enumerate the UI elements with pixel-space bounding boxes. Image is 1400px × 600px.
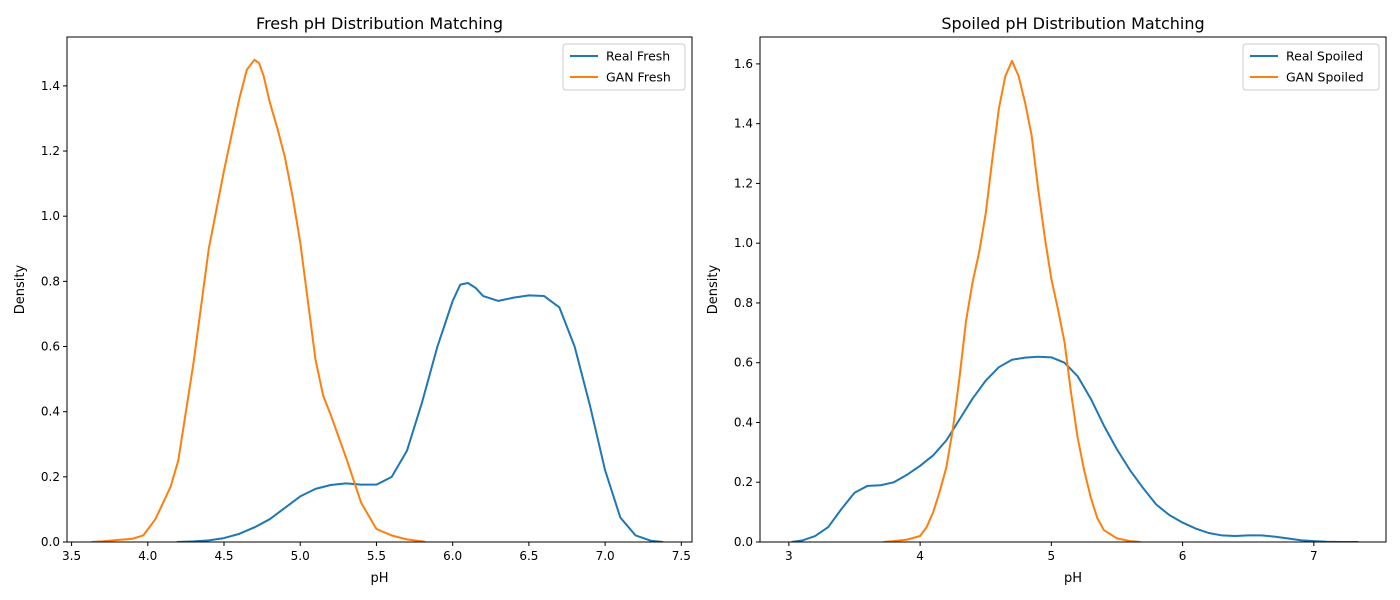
chart-1-y-tick-label-1: 0.0 (41, 535, 60, 549)
chart-1-x-tick-label-8: 7.0 (596, 549, 615, 563)
chart-1-y-tick-label-7: 1.2 (41, 144, 60, 158)
chart-1-y-tick-label-3: 0.4 (41, 405, 60, 419)
chart-2-x-tick-label-3: 5 (1048, 549, 1056, 563)
chart-1-x-tick-label-2: 4.0 (138, 549, 157, 563)
chart-2: 3 4 5 6 7 0.0 0.2 0.4 0.6 0.8 1.0 1.2 1.4 1.6 Spoiled … (706, 14, 1387, 586)
chart-2-x-tick-label-2: 4 (916, 549, 924, 563)
chart-2-series-2-line (883, 59, 1141, 542)
chart-1-y-tick-label-8: 1.4 (41, 79, 60, 93)
chart-2-y-tick-label-3: 0.4 (734, 415, 753, 429)
chart-2-x-tick-label-4: 6 (1179, 549, 1187, 563)
chart-1-y-tick-label-6: 1.0 (41, 209, 60, 223)
chart-1-legend: Real Fresh GAN Fresh (562, 43, 686, 91)
chart-1-legend-label-1: Real Fresh (606, 49, 670, 64)
chart-2-x-axis-label: pH (1064, 571, 1082, 586)
chart-1-y-tick-label-4: 0.6 (41, 340, 60, 354)
chart-2-y-tick-label-9: 1.6 (734, 57, 753, 71)
chart-1-title: Fresh pH Distribution Matching (256, 14, 503, 33)
chart-2-y-tick-label-2: 0.2 (734, 475, 753, 489)
chart-2-axes-frame (759, 36, 1387, 543)
chart-1-series-1-line (176, 281, 664, 542)
chart-1-x-tick-label-4: 5.0 (291, 549, 310, 563)
chart-2-y-tick-label-6: 1.0 (734, 236, 753, 250)
chart-2-legend-label-2: GAN Spoiled (1286, 70, 1364, 85)
chart-1-axes-frame (66, 36, 693, 543)
chart-1-x-tick-label-9: 7.5 (672, 549, 691, 563)
chart-2-title: Spoiled pH Distribution Matching (941, 14, 1204, 33)
chart-1-x-axis-label: pH (370, 571, 388, 586)
chart-1-x-tick-label-3: 4.5 (214, 549, 233, 563)
chart-1-series-2-line (91, 58, 426, 542)
chart-2-series-1-line (791, 355, 1359, 542)
chart-2-x-tick-label-5: 7 (1310, 549, 1318, 563)
chart-2-y-tick-label-7: 1.2 (734, 176, 753, 190)
chart-1-y-axis-label: Density (13, 264, 28, 314)
chart-1-x-tick-label-5: 5.5 (367, 549, 386, 563)
chart-2-y-axis-label: Density (706, 264, 721, 314)
chart-1: 3.5 4.0 4.5 5.0 5.5 6.0 6.5 7.0 7.5 0.0 0.2 0.4 0.6 0… (13, 14, 693, 586)
chart-1-x-tick-label-6: 6.0 (443, 549, 462, 563)
chart-2-legend: Real Spoiled GAN Spoiled (1242, 43, 1380, 91)
chart-2-x-tick-label-1: 3 (785, 549, 793, 563)
chart-2-y-tick-label-1: 0.0 (734, 535, 753, 549)
chart-2-y-tick-label-4: 0.6 (734, 356, 753, 370)
chart-2-y-tick-label-5: 0.8 (734, 296, 753, 310)
chart-1-y-tick-label-2: 0.2 (41, 470, 60, 484)
chart-1-x-tick-label-1: 3.5 (62, 549, 81, 563)
chart-1-x-tick-label-7: 6.5 (519, 549, 538, 563)
chart-1-legend-label-2: GAN Fresh (606, 70, 671, 85)
chart-2-y-tick-label-8: 1.4 (734, 117, 753, 131)
chart-2-legend-label-1: Real Spoiled (1286, 49, 1363, 64)
chart-1-y-tick-label-5: 0.8 (41, 274, 60, 288)
